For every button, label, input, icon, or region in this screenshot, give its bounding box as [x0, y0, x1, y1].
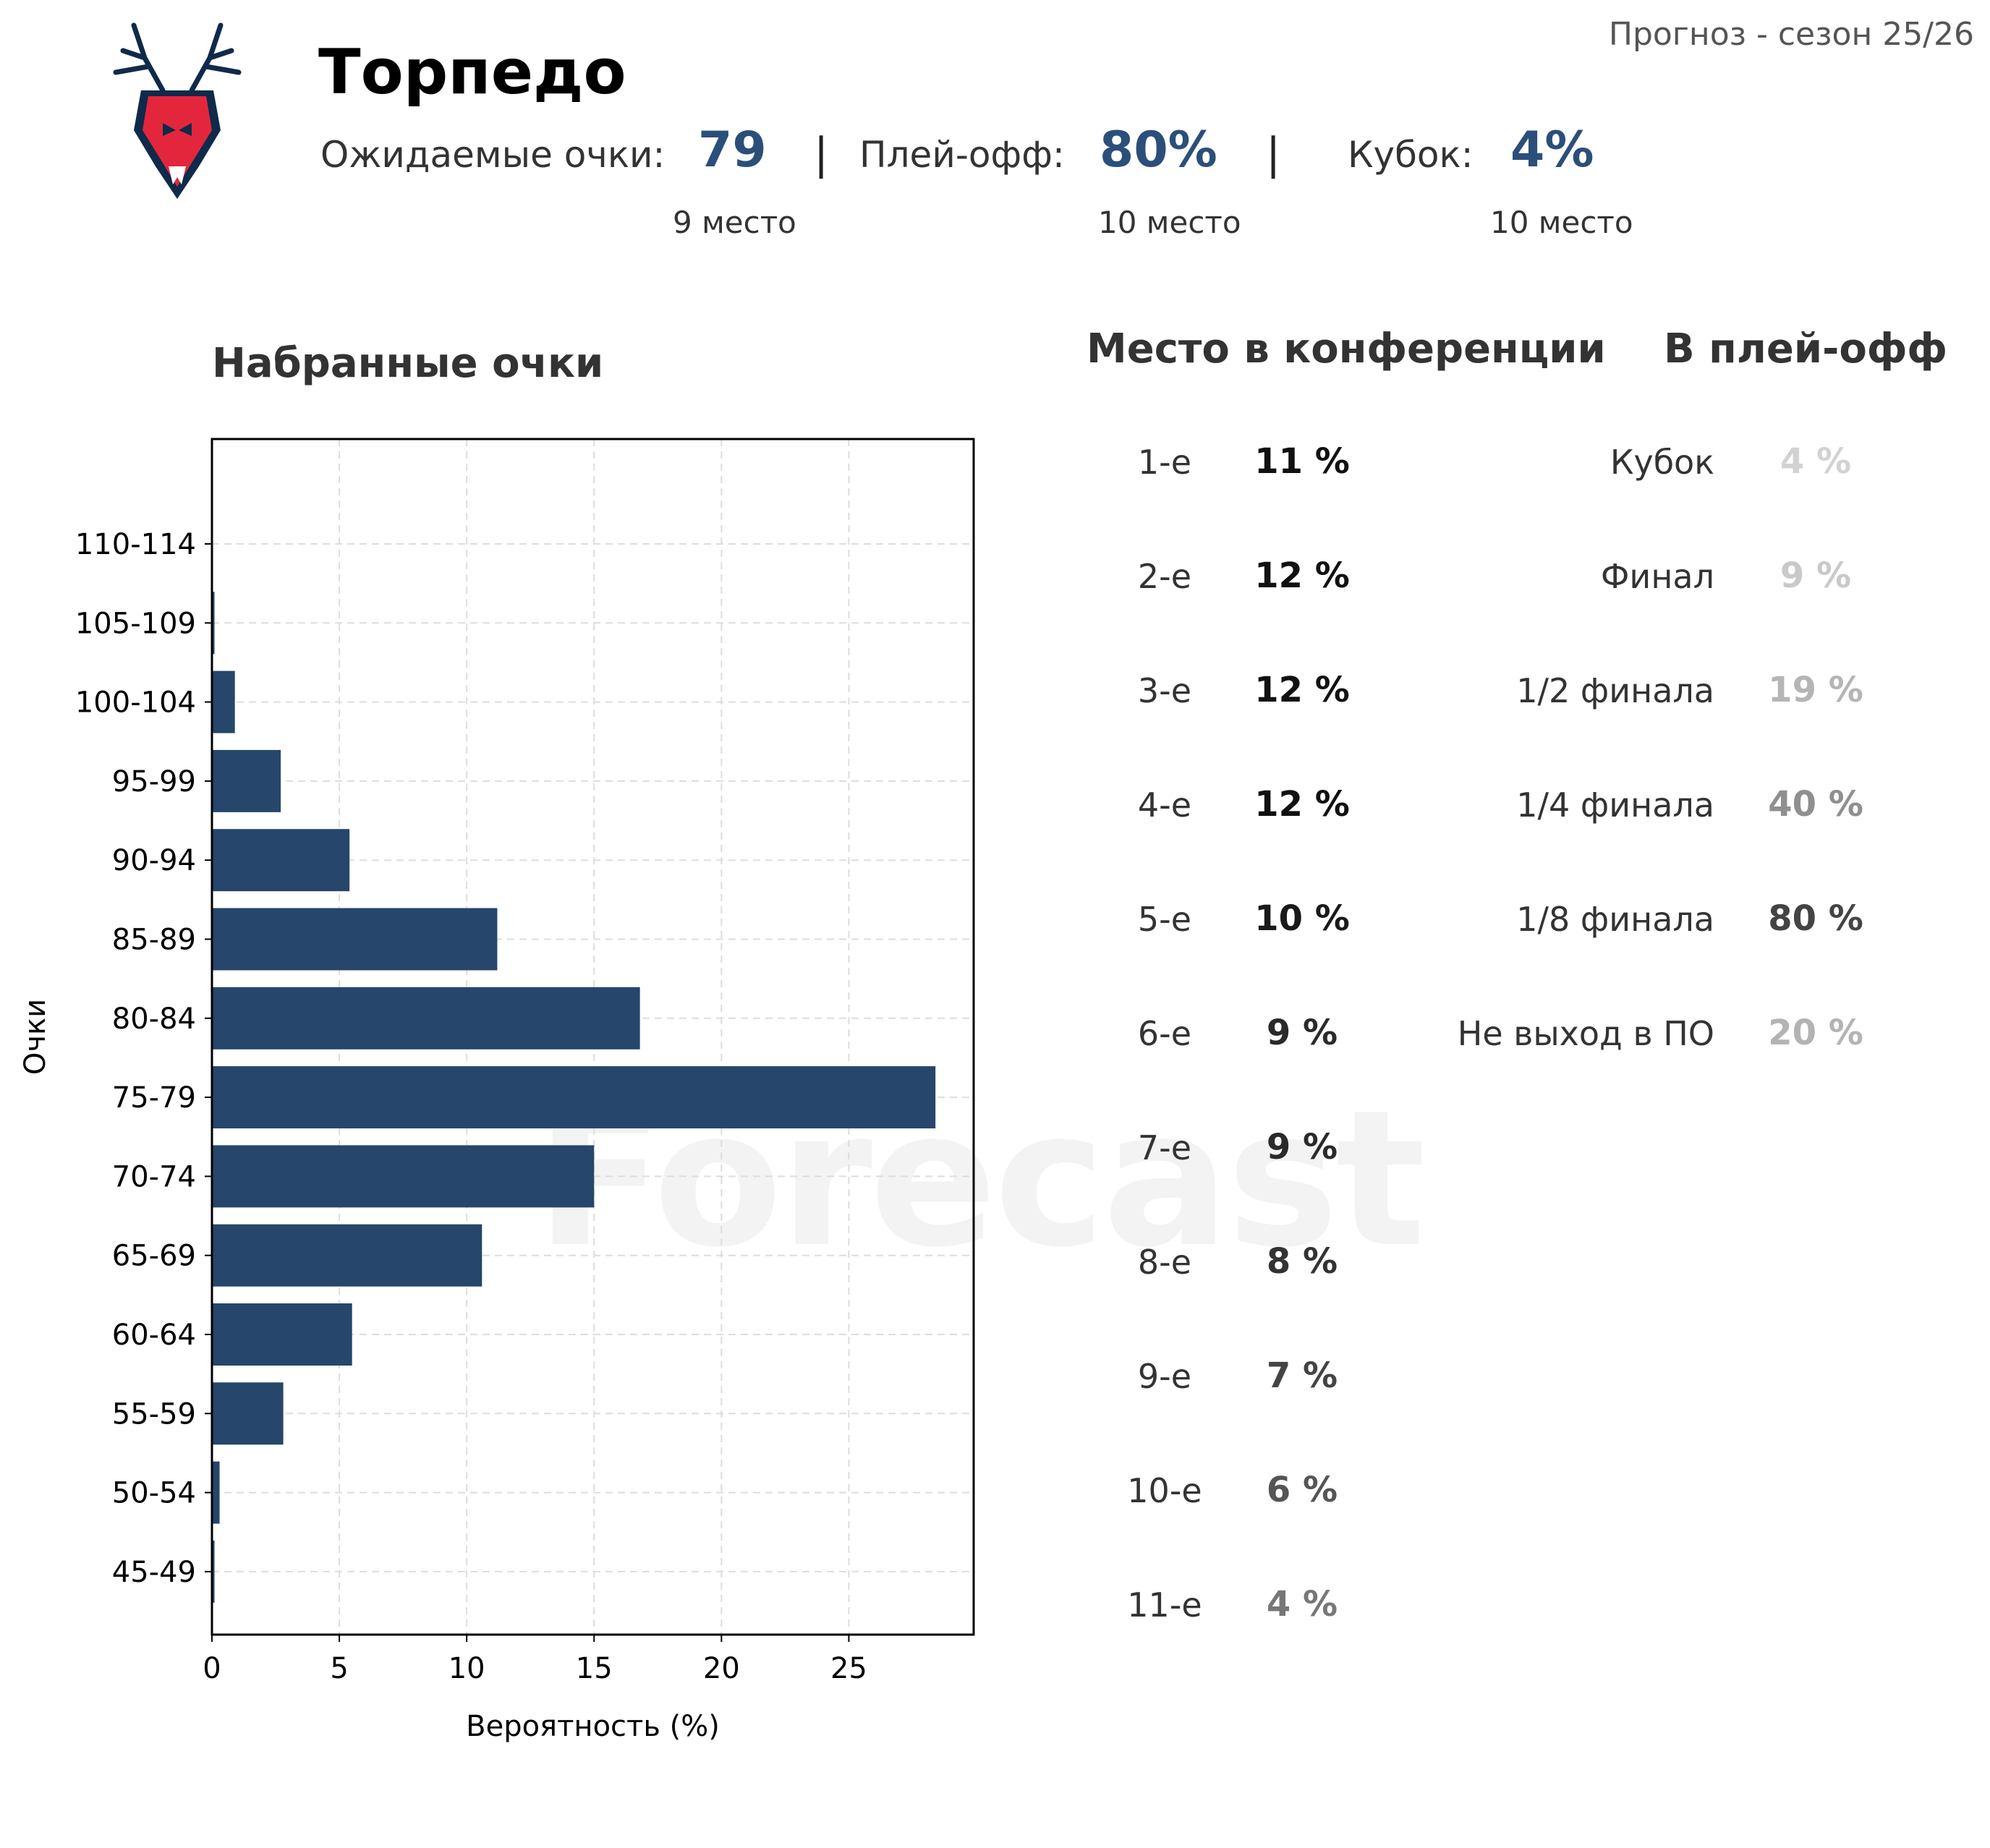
y-tick-label: 75-79: [112, 1081, 196, 1115]
playoff-stage-value: 9 %: [1779, 555, 1852, 596]
playoff-stage-label: 1/2 финала: [1516, 671, 1714, 710]
playoff-stage-value: 20 %: [1768, 1013, 1863, 1053]
conference-place-label: 3-е: [1137, 671, 1192, 710]
bar: [212, 908, 498, 971]
x-tick-label: 10: [448, 1652, 485, 1685]
conference-place-value: 12 %: [1254, 784, 1350, 825]
y-tick-label: 60-64: [112, 1319, 196, 1352]
conference-place-value: 8 %: [1266, 1241, 1338, 1282]
x-tick-label: 0: [203, 1652, 221, 1685]
conference-place-label: 9-е: [1137, 1357, 1192, 1396]
conference-place-value: 10 %: [1254, 898, 1350, 939]
conference-place-value: 9 %: [1266, 1127, 1338, 1167]
bar: [212, 1540, 215, 1603]
conference-title: Место в конференции: [1087, 325, 1606, 372]
playoff-stage-label: 1/4 финала: [1516, 785, 1714, 825]
season-label: Прогноз - сезон 25/26: [1608, 16, 1974, 53]
team-logo-icon: [113, 22, 242, 199]
conference-place-value: 6 %: [1266, 1470, 1338, 1510]
cup-rank: 10 место: [1490, 205, 1633, 240]
conference-place-label: 1-е: [1137, 443, 1192, 482]
conference-place-label: 8-е: [1137, 1243, 1192, 1282]
conference-place-label: 7-е: [1137, 1128, 1192, 1167]
bar: [212, 1145, 595, 1208]
separator: |: [1266, 129, 1281, 179]
bar: [212, 1382, 284, 1445]
playoff-stage-label: Не выход в ПО: [1457, 1014, 1714, 1053]
y-tick-label: 80-84: [112, 1002, 196, 1036]
conference-place-value: 7 %: [1266, 1355, 1338, 1396]
y-tick-label: 70-74: [112, 1160, 196, 1193]
playoff-title: В плей-офф: [1664, 325, 1947, 372]
bar: [212, 1461, 220, 1524]
playoff-stage-label: Финал: [1600, 557, 1714, 596]
y-tick-label: 105-109: [75, 607, 196, 640]
conference-place-value: 12 %: [1254, 555, 1350, 596]
bar: [212, 1066, 936, 1129]
y-tick-label: 90-94: [112, 844, 196, 877]
expected-points-value: 79: [698, 122, 767, 179]
plot-frame: [211, 438, 975, 1636]
chart-title: Набранные очки: [212, 340, 604, 387]
playoff-stage-value: 19 %: [1768, 670, 1863, 710]
separator: |: [814, 129, 829, 179]
x-tick-label: 5: [330, 1652, 348, 1685]
conference-place-value: 4 %: [1266, 1584, 1338, 1625]
playoff-stage-label: Кубок: [1610, 443, 1714, 482]
cup-label: Кубок:: [1348, 134, 1474, 176]
conference-place-label: 11-е: [1127, 1585, 1202, 1625]
x-tick-label: 20: [703, 1652, 740, 1685]
conference-place-label: 5-е: [1137, 900, 1192, 939]
conference-place-label: 6-е: [1137, 1014, 1192, 1053]
bar: [212, 592, 215, 655]
x-tick-label: 25: [830, 1652, 867, 1685]
y-tick-label: 100-104: [75, 686, 196, 720]
y-tick-label: 110-114: [75, 528, 196, 561]
expected-points-label: Ожидаемые очки:: [320, 134, 666, 176]
conference-place-value: 12 %: [1254, 670, 1350, 710]
conference-place-label: 2-е: [1137, 557, 1192, 596]
y-tick-label: 85-89: [112, 924, 196, 957]
y-tick-label: 55-59: [112, 1397, 196, 1431]
bar: [212, 1303, 352, 1366]
conference-place-label: 10-е: [1127, 1471, 1202, 1510]
y-axis-label: Очки: [19, 999, 52, 1075]
y-tick-label: 45-49: [112, 1556, 196, 1589]
bar: [212, 1224, 482, 1287]
cup-value: 4%: [1510, 122, 1594, 179]
bar: [212, 670, 235, 733]
playoff-stage-value: 80 %: [1768, 898, 1863, 939]
x-axis-label: Вероятность (%): [466, 1710, 720, 1743]
bar: [212, 749, 281, 812]
playoff-stage-value: 40 %: [1768, 784, 1863, 825]
conference-place-value: 11 %: [1254, 441, 1350, 482]
playoff-rank: 10 место: [1098, 205, 1241, 240]
bar: [212, 829, 350, 892]
playoff-value: 80%: [1100, 122, 1217, 179]
y-tick-label: 50-54: [112, 1477, 196, 1510]
team-name: Торпедо: [318, 36, 626, 108]
expected-points-rank: 9 место: [673, 205, 796, 240]
points-chart: 110-114 105-109 100-104 95-99 90-94 85-89 80-8…: [19, 438, 975, 1743]
y-tick-label: 95-99: [112, 765, 196, 799]
playoff-stage-value: 4 %: [1779, 441, 1852, 482]
x-tick-label: 15: [576, 1652, 613, 1685]
y-tick-label: 65-69: [112, 1240, 196, 1273]
conference-place-value: 9 %: [1266, 1013, 1338, 1053]
bar: [212, 987, 640, 1049]
playoff-label: Плей-офф:: [859, 134, 1065, 176]
playoff-stage-label: 1/8 финала: [1516, 900, 1714, 939]
conference-place-label: 4-е: [1137, 785, 1192, 825]
